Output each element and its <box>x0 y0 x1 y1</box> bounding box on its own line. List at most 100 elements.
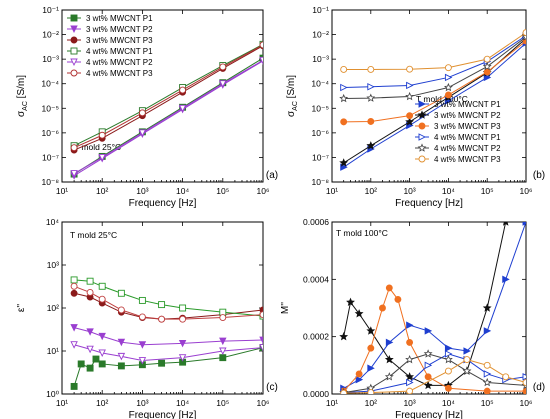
panel-tag: (b) <box>533 170 545 181</box>
x-tick-label: 10⁴ <box>176 186 189 196</box>
y-axis-label-main: σ <box>286 110 297 117</box>
data-point <box>423 380 433 390</box>
x-tick-label: 10⁴ <box>442 398 455 408</box>
y-tick-label: 10⁻⁸ <box>41 177 59 187</box>
data-point <box>178 339 187 348</box>
data-point <box>424 327 433 335</box>
series-5 <box>339 349 526 394</box>
y-tick-label: 10⁻⁸ <box>311 177 329 187</box>
data-point <box>405 354 415 364</box>
data-point <box>482 303 492 312</box>
data-point <box>483 370 492 378</box>
data-point <box>502 275 510 284</box>
temperature-annotation: T mold 25°C <box>70 230 117 240</box>
series-5 <box>70 341 263 365</box>
data-point <box>355 370 363 378</box>
data-point <box>179 315 187 323</box>
data-point <box>138 313 146 321</box>
data-point <box>86 288 94 296</box>
series-line <box>73 43 263 147</box>
data-point <box>384 372 394 381</box>
data-point <box>138 129 147 137</box>
data-point <box>158 315 166 323</box>
y-axis-label-main: M'' <box>280 302 291 314</box>
series-4 <box>340 31 526 92</box>
data-point <box>70 170 78 178</box>
legend-item: 4 wt% MWCNT P2 <box>67 58 153 67</box>
series-line <box>73 59 263 175</box>
legend: 3 wt% MWCNT P1 3 wt% MWCNT P2 3 wt% MWCNT … <box>415 100 501 164</box>
data-point <box>259 41 263 49</box>
data-point <box>384 354 394 364</box>
legend-item: 3 wt% MWCNT P3 <box>415 122 501 131</box>
data-point <box>70 382 78 390</box>
series-1 <box>340 222 526 392</box>
y-tick-label: 10³ <box>47 260 59 270</box>
data-point <box>339 158 349 167</box>
y-tick-label: 0.0006 <box>303 217 329 227</box>
chart-panel-4: 10¹ 10² 10³ 10⁴ 10⁵ 10⁶ 0.0000 0.0002 0.0004 0.00… <box>280 217 532 419</box>
legend-marker <box>417 110 427 119</box>
legend-marker <box>418 100 427 108</box>
series-line <box>343 359 526 394</box>
series-line <box>343 40 526 123</box>
legend-marker <box>70 47 78 55</box>
y-tick-label: 10¹ <box>47 346 59 356</box>
series-line <box>73 344 263 362</box>
data-point <box>259 311 263 319</box>
data-point <box>423 349 433 358</box>
legend-label: 4 wt% MWCNT P3 <box>434 155 501 164</box>
data-point <box>483 68 491 76</box>
legend-item: 3 wt% MWCNT P3 <box>67 36 153 45</box>
data-point <box>424 373 432 381</box>
y-tick-label: 10⁻⁶ <box>42 128 59 138</box>
series-group <box>339 29 526 171</box>
y-tick-label: 0.0004 <box>303 274 329 284</box>
data-point <box>259 336 263 345</box>
data-point <box>444 64 452 72</box>
data-point <box>406 112 414 120</box>
x-tick-label: 10⁶ <box>520 398 533 408</box>
data-point <box>179 86 187 94</box>
data-point <box>219 314 227 321</box>
data-point <box>158 301 166 309</box>
data-point <box>379 304 386 312</box>
legend-label: 3 wt% MWCNT P2 <box>86 25 153 34</box>
y-tick-label: 10⁻⁴ <box>311 79 329 89</box>
data-point <box>444 384 452 392</box>
data-point <box>86 364 94 372</box>
legend-marker <box>70 25 78 34</box>
data-point <box>340 118 348 126</box>
data-point <box>502 373 510 381</box>
data-point <box>521 32 526 41</box>
x-tick-label: 10² <box>96 186 108 196</box>
data-point <box>259 56 263 65</box>
data-point <box>522 373 526 381</box>
data-point <box>219 347 227 356</box>
y-tick-label: 10⁴ <box>46 217 59 227</box>
x-tick-label: 10³ <box>136 398 148 408</box>
data-point <box>443 354 453 364</box>
legend-item: 4 wt% MWCNT P1 <box>67 47 153 56</box>
data-point <box>219 63 227 71</box>
data-point <box>219 354 227 362</box>
y-axis-label-main: ε'' <box>16 304 27 312</box>
series-line <box>343 222 507 386</box>
data-point <box>117 362 125 370</box>
x-tick-label: 10¹ <box>56 186 68 196</box>
series-line <box>73 45 263 151</box>
y-tick-label: 0.0000 <box>303 389 329 399</box>
temperature-annotation: T mold 25°C <box>74 142 121 152</box>
data-point <box>405 372 415 381</box>
y-tick-label: 10⁻⁵ <box>312 103 329 113</box>
chart-panel-3: 10¹ 10² 10³ 10⁴ 10⁵ 10⁶10⁰10¹10²10³10⁴Frequen… <box>16 217 269 419</box>
data-point <box>340 66 348 73</box>
data-point <box>443 82 453 92</box>
x-tick-label: 10³ <box>403 398 415 408</box>
legend-label: 4 wt% MWCNT P1 <box>434 133 501 142</box>
legend-marker <box>70 69 78 77</box>
data-point <box>367 118 375 125</box>
x-tick-label: 10⁵ <box>216 398 229 408</box>
data-point <box>406 378 414 387</box>
data-point <box>405 117 415 126</box>
